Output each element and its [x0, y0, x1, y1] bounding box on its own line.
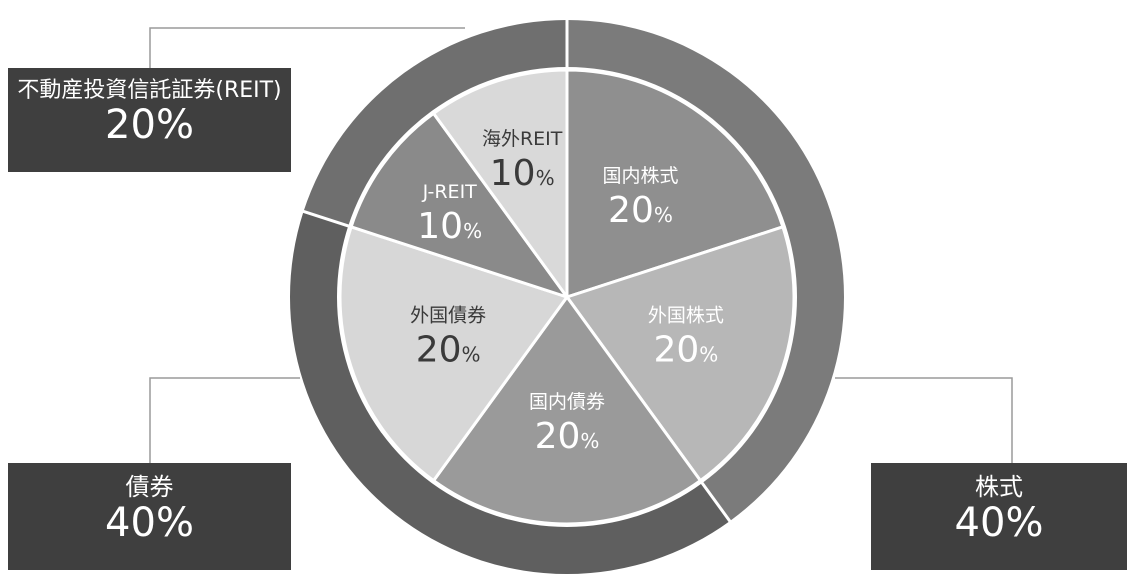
outer-ring-segment — [289, 211, 730, 575]
callout-reit-label: 不動産投資信託証券(REIT) — [17, 78, 282, 103]
leader-stocks — [835, 377, 1013, 463]
pie-slice — [338, 225, 569, 483]
inner-pie — [338, 68, 796, 526]
callout-reit: 不動産投資信託証券(REIT) 20% — [8, 68, 291, 172]
slice-label: J-REIT — [422, 181, 478, 203]
slice-value-label: 10% — [417, 206, 482, 247]
slice-label: 海外REIT — [482, 128, 563, 150]
outer-ring-segment — [303, 20, 567, 226]
leader-reit — [149, 27, 465, 68]
pie-slice — [432, 68, 569, 299]
pie-slice — [432, 295, 702, 526]
slice-value-label: 20% — [535, 416, 600, 457]
slice-label: 外国債券 — [410, 305, 486, 327]
pie-slice — [349, 111, 569, 299]
outer-ring-separator — [699, 480, 733, 524]
slice-label: 外国株式 — [648, 305, 724, 327]
leader-bonds — [149, 377, 300, 463]
callout-bonds-label: 債券 — [125, 473, 174, 501]
callout-reit-percent: 20% — [105, 102, 194, 149]
outer-ring-separator — [301, 209, 351, 228]
pie-slice — [565, 68, 785, 299]
slice-label: 国内株式 — [602, 165, 678, 187]
callout-stocks: 株式 40% — [871, 463, 1127, 570]
slice-value-label: 20% — [608, 190, 673, 231]
slice-value-label: 10% — [490, 153, 555, 194]
callout-bonds-percent: 40% — [105, 499, 194, 546]
outer-ring-segment — [567, 20, 844, 522]
callout-stocks-label: 株式 — [975, 473, 1023, 501]
outer-ring — [289, 18, 844, 575]
inner-labels: 国内株式 20% 外国株式 20% 国内債券 20% 外国債券 20% J-REIT 10% 海外R… — [410, 128, 724, 457]
slice-value-label: 20% — [416, 330, 481, 371]
callout-bonds: 債券 40% — [8, 463, 291, 570]
leader-lines — [149, 27, 1013, 463]
callout-stocks-percent: 40% — [954, 499, 1044, 546]
slice-value-label: 20% — [653, 330, 718, 371]
pie-slice — [565, 225, 796, 483]
slice-label: 国内債券 — [529, 391, 605, 413]
